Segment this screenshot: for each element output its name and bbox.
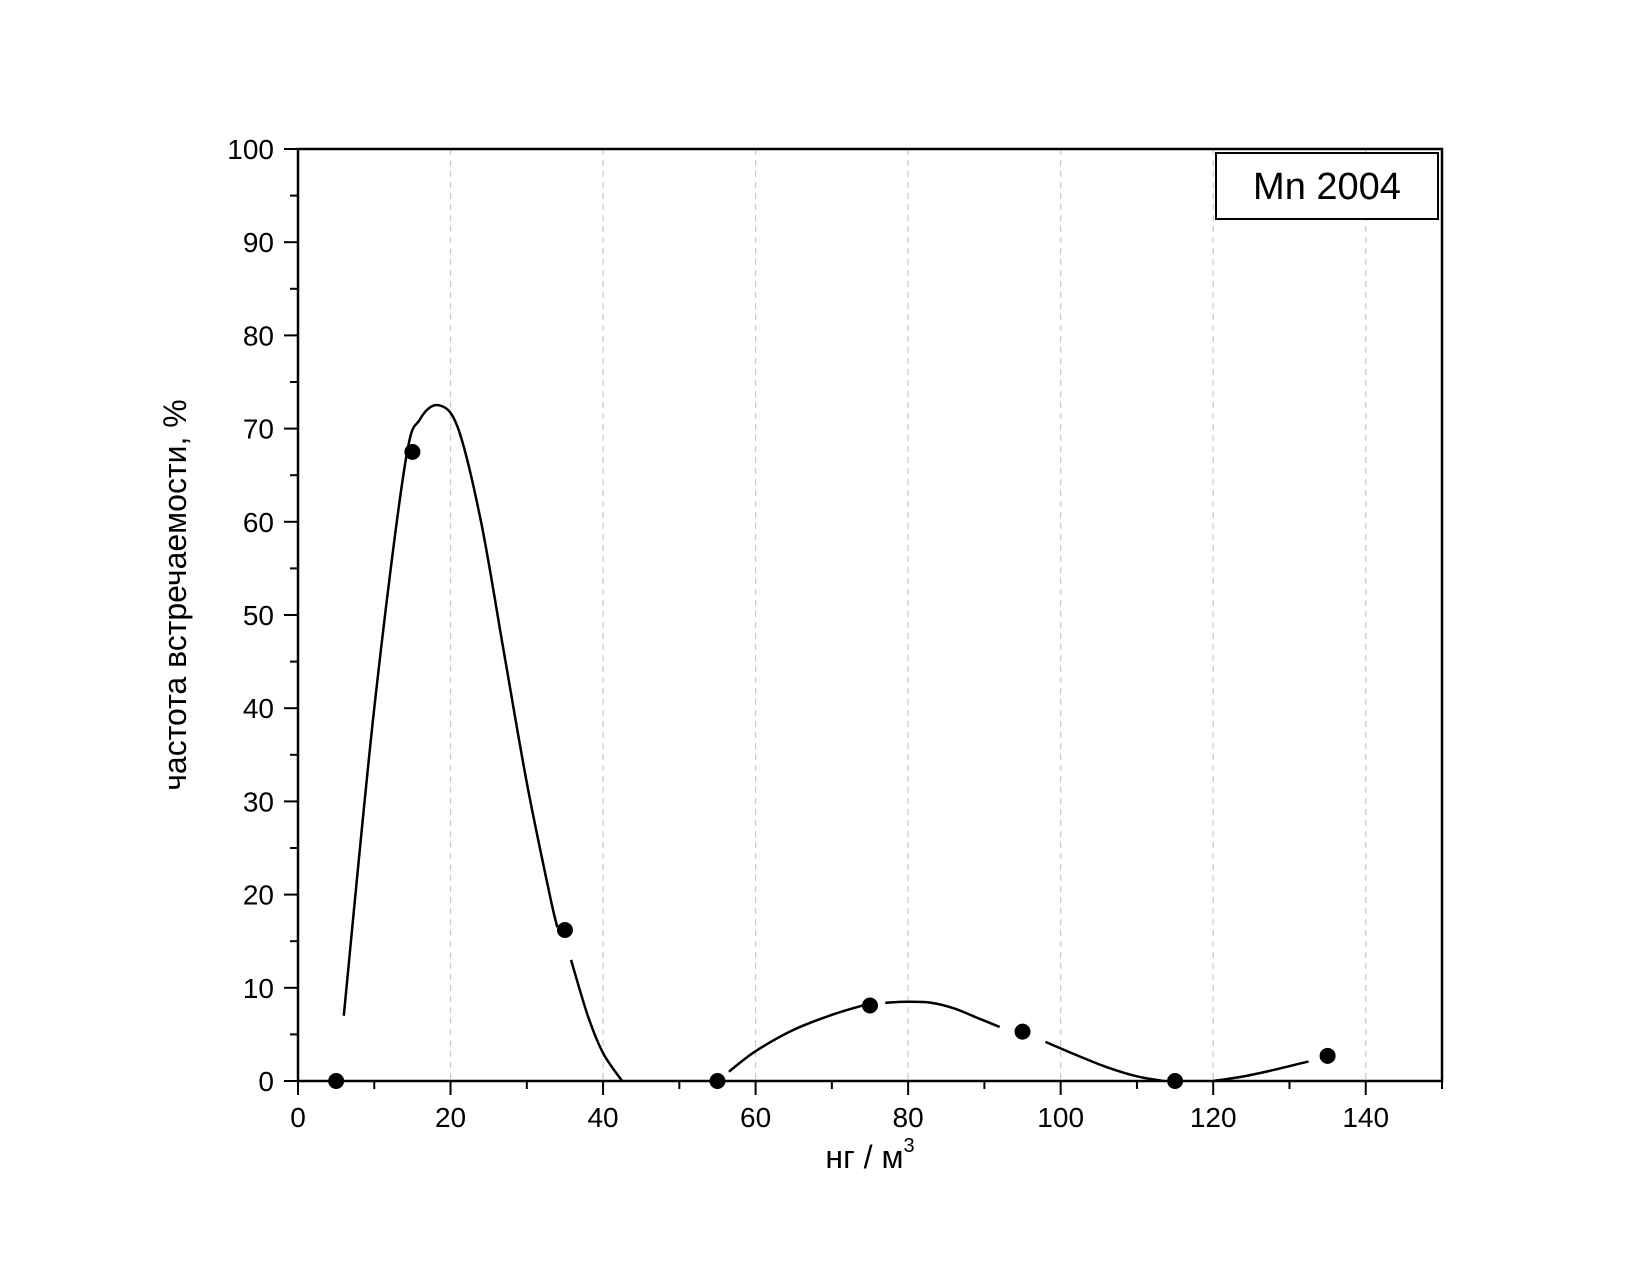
x-tick-label: 100 (1037, 1102, 1084, 1133)
plot-area (296, 147, 1444, 1083)
legend-box (1215, 152, 1439, 220)
y-tick-label: 0 (258, 1066, 274, 1097)
y-tick-label: 40 (243, 693, 274, 724)
data-point (1319, 1047, 1336, 1064)
y-tick-label: 80 (243, 320, 274, 351)
data-points (328, 443, 1336, 1089)
y-axis-title: частота встречаемости, % (157, 399, 193, 791)
fit-curve (569, 959, 624, 1082)
x-tick-label: 20 (435, 1102, 466, 1133)
y-tick-label: 20 (243, 880, 274, 911)
x-axis: 0 20 40 60 80 100 120 140 (290, 1081, 1443, 1133)
data-point (404, 443, 421, 460)
x-tick-label: 120 (1190, 1102, 1237, 1133)
x-tick-label: 80 (893, 1102, 924, 1133)
y-tick-label: 60 (243, 507, 274, 538)
fit-curve (1044, 1040, 1164, 1083)
grid-lines (449, 149, 1367, 1081)
y-tick-label: 50 (243, 600, 274, 631)
x-tick-label: 40 (587, 1102, 618, 1133)
legend-label: Mn 2004 (1253, 166, 1401, 208)
x-axis-title-superscript: 3 (903, 1135, 914, 1157)
fit-curve (728, 1004, 863, 1073)
y-tick-label: 10 (243, 973, 274, 1004)
y-tick-label: 70 (243, 414, 274, 445)
data-point (556, 922, 573, 939)
fit-curve (885, 1000, 1001, 1029)
data-point (1167, 1073, 1184, 1089)
y-tick-label: 30 (243, 786, 274, 817)
fit-curve (342, 403, 559, 1016)
x-tick-label: 140 (1342, 1102, 1389, 1133)
x-axis-title-text: нг / м (825, 1139, 903, 1175)
fit-curve (1213, 1060, 1309, 1083)
legend: Mn 2004 (1215, 152, 1439, 220)
data-point (328, 1073, 345, 1089)
data-point (709, 1073, 726, 1089)
data-point (1014, 1023, 1031, 1040)
x-tick-label: 60 (740, 1102, 771, 1133)
y-axis: 0 10 20 30 40 50 60 70 80 90 100 (227, 134, 298, 1097)
x-axis-title: нг / м3 (825, 1135, 914, 1175)
fit-curves (342, 403, 1309, 1083)
x-tick-label: 0 (290, 1102, 306, 1133)
y-tick-label: 90 (243, 227, 274, 258)
data-point (862, 997, 878, 1014)
y-tick-label: 100 (227, 134, 274, 165)
